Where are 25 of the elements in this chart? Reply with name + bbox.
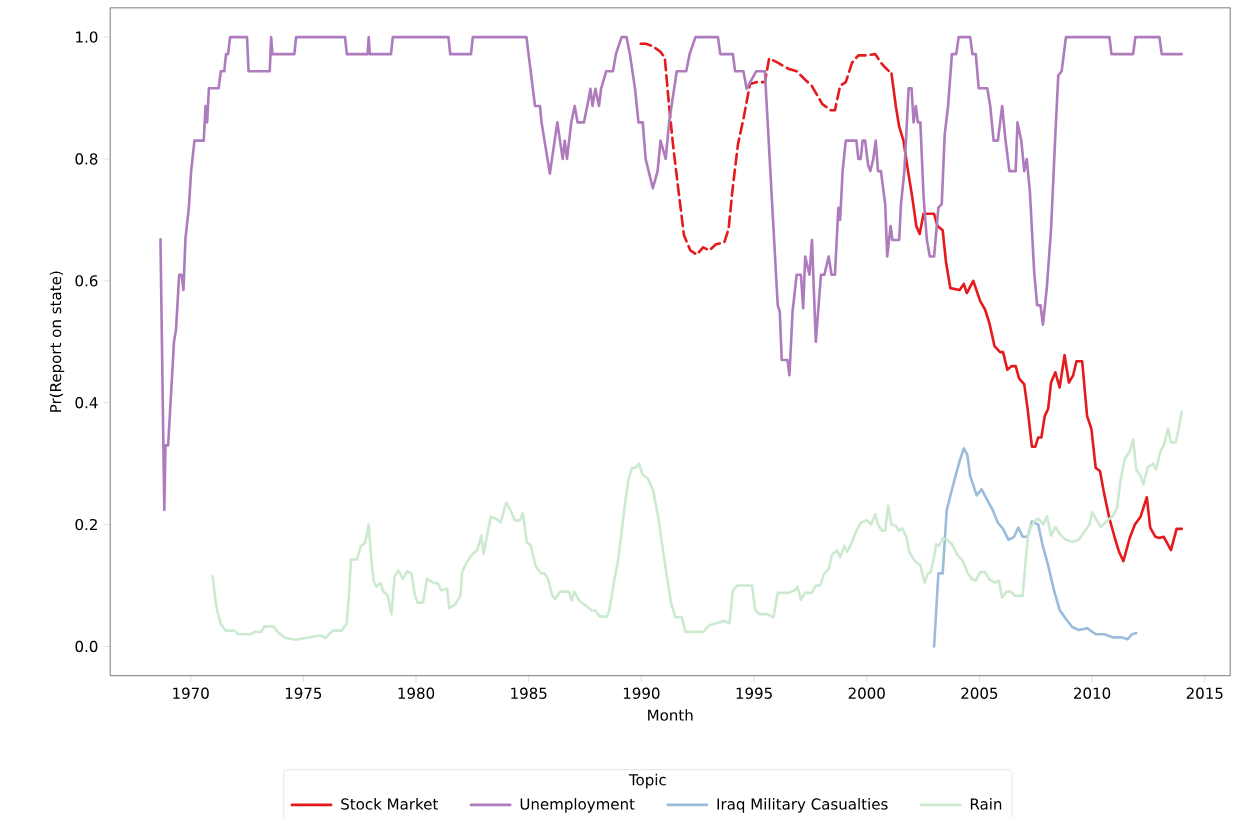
x-tick-label: 2000 [848,687,885,699]
y-tick-label: 0.2 [75,518,97,531]
y-tick-label: 0.6 [75,275,98,287]
x-tick-label: 1975 [285,687,322,699]
x-tick-label: 1970 [173,687,209,699]
y-tick-label: 0.8 [75,153,98,165]
legend-label: Rain [970,798,1002,810]
legend-label: Iraq Military Casualties [717,798,888,813]
x-axis-title: Month [648,709,693,721]
x-tick-label: 2010 [1074,687,1111,699]
x-tick-label: 2015 [1186,687,1223,699]
x-tick-label: 1985 [511,687,547,699]
legend-title: Topic [628,773,666,789]
y-tick-label: 1.0 [76,31,98,43]
y-tick-label: 0.4 [75,397,98,409]
x-tick-label: 2005 [961,687,998,699]
y-tick-label: 0.0 [75,640,98,653]
legend-label: Stock Market [341,798,438,810]
legend-label: Unemployment [520,798,635,813]
x-tick-label: 1980 [398,687,435,699]
line-series [932,447,1138,648]
x-tick-label: 1995 [736,687,772,699]
line-series [159,35,1184,512]
y-axis-title: Pr(Report on state) [49,271,65,412]
x-tick-label: 1990 [623,687,660,699]
